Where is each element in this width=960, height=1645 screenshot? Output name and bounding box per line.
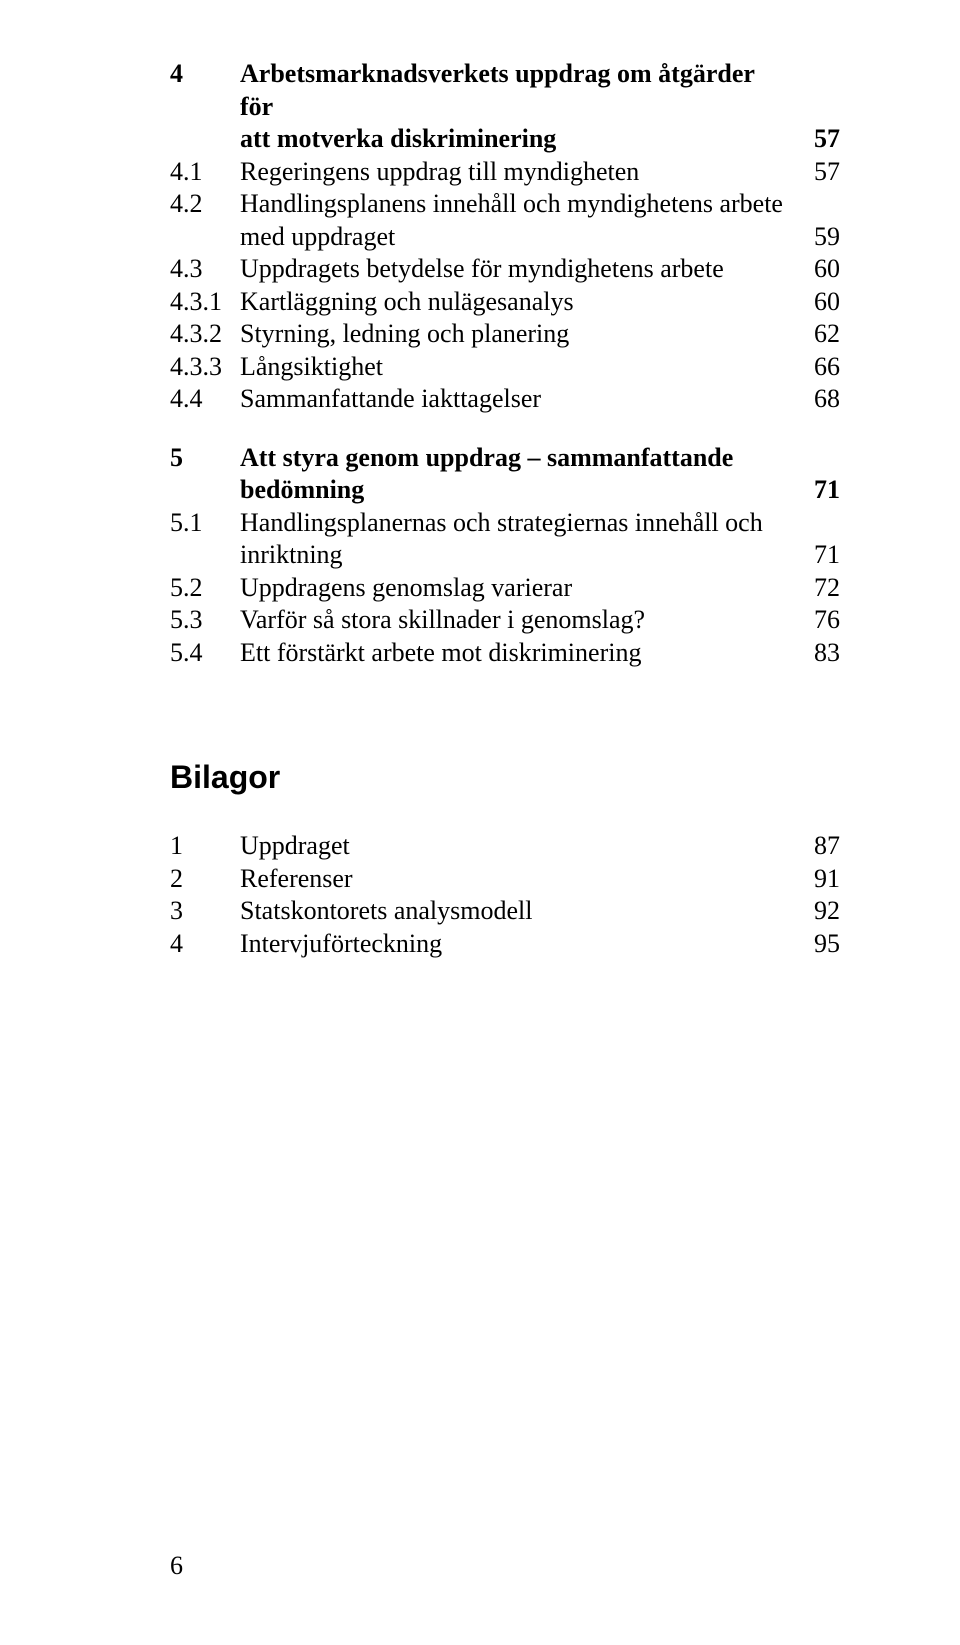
toc-entry-page: 62: [798, 318, 840, 351]
toc-entry-number: 2: [170, 863, 240, 896]
toc-entry-number: 4.3.1: [170, 286, 240, 319]
toc-section-page: 57: [798, 123, 840, 156]
toc-section-title-line2: att motverka diskriminering: [240, 123, 798, 156]
toc-entry: 4.4 Sammanfattande iakttagelser 68: [170, 383, 840, 416]
toc-entry-number: 4.4: [170, 383, 240, 416]
toc-section-5-heading: 5 Att styra genom uppdrag – sammanfattan…: [170, 442, 840, 475]
toc-entry-text-line1: Handlingsplanernas och strategiernas inn…: [240, 507, 798, 540]
toc-section-number: 5: [170, 442, 240, 475]
toc-entry-number: 5.1: [170, 507, 240, 540]
toc-entry-number: 4.3.2: [170, 318, 240, 351]
toc-entry-line2: med uppdraget 59: [170, 221, 840, 254]
toc-entry: 4.3.2 Styrning, ledning och planering 62: [170, 318, 840, 351]
toc-entry-number: 5.3: [170, 604, 240, 637]
toc-entry-text: Uppdragets betydelse för myndighetens ar…: [240, 253, 798, 286]
toc-entry-page: 92: [798, 895, 840, 928]
toc-entry-number: 4.3: [170, 253, 240, 286]
toc-entry-text: Kartläggning och nulägesanalys: [240, 286, 798, 319]
toc-entry-text: Uppdraget: [240, 830, 798, 863]
toc-entry-text: Referenser: [240, 863, 798, 896]
toc-entry: 4.3 Uppdragets betydelse för myndigheten…: [170, 253, 840, 286]
toc-entry-text: Långsiktighet: [240, 351, 798, 384]
toc-entry-text: Varför så stora skillnader i genomslag?: [240, 604, 798, 637]
toc-entry-text-line2: inriktning: [240, 539, 798, 572]
toc-section-4-heading-line2: att motverka diskriminering 57: [170, 123, 840, 156]
bilagor-heading: Bilagor: [170, 759, 840, 796]
toc-entry: 5.1 Handlingsplanernas och strategiernas…: [170, 507, 840, 540]
toc-section-5-heading-line2: bedömning 71: [170, 474, 840, 507]
toc-entry: 5.4 Ett förstärkt arbete mot diskriminer…: [170, 637, 840, 670]
toc-section-4-heading: 4 Arbetsmarknadsverkets uppdrag om åtgär…: [170, 58, 840, 123]
toc-entry-page: 57: [798, 156, 840, 189]
toc-entry-number: 4: [170, 928, 240, 961]
toc-section-title-line1: Arbetsmarknadsverkets uppdrag om åtgärde…: [240, 58, 798, 123]
toc-entry: 2 Referenser 91: [170, 863, 840, 896]
toc-entry-page: 59: [798, 221, 840, 254]
toc-entry: 5.2 Uppdragens genomslag varierar 72: [170, 572, 840, 605]
toc-entry-number: 4.3.3: [170, 351, 240, 384]
toc-section-number: 4: [170, 58, 240, 91]
toc-entry-page: 87: [798, 830, 840, 863]
toc-entry-page: 91: [798, 863, 840, 896]
toc-entry-text: Styrning, ledning och planering: [240, 318, 798, 351]
toc-entry-page: 66: [798, 351, 840, 384]
toc-entry-number: 5.2: [170, 572, 240, 605]
toc-entry-text: Statskontorets analysmodell: [240, 895, 798, 928]
toc-entry: 4.1 Regeringens uppdrag till myndigheten…: [170, 156, 840, 189]
toc-entry-page: 95: [798, 928, 840, 961]
toc-entry: 4.3.1 Kartläggning och nulägesanalys 60: [170, 286, 840, 319]
toc-entry-number: 4.1: [170, 156, 240, 189]
toc-entry-page: 83: [798, 637, 840, 670]
toc-entry-number: 5.4: [170, 637, 240, 670]
toc-entry-text-line1: Handlingsplanens innehåll och myndighete…: [240, 188, 798, 221]
toc-entry-number: 3: [170, 895, 240, 928]
toc-entry-page: 68: [798, 383, 840, 416]
toc-entry: 1 Uppdraget 87: [170, 830, 840, 863]
toc-entry-page: 76: [798, 604, 840, 637]
toc-entry-text: Ett förstärkt arbete mot diskriminering: [240, 637, 798, 670]
toc-entry-line2: inriktning 71: [170, 539, 840, 572]
toc-entry: 5.3 Varför så stora skillnader i genomsl…: [170, 604, 840, 637]
toc-entry-page: 71: [798, 539, 840, 572]
toc-entry-page: 72: [798, 572, 840, 605]
toc-entry-text-line2: med uppdraget: [240, 221, 798, 254]
toc-entry-page: 60: [798, 286, 840, 319]
toc-entry-text: Intervjuförteckning: [240, 928, 798, 961]
toc-entry-number: 1: [170, 830, 240, 863]
toc-entry-page: 60: [798, 253, 840, 286]
toc-entry-number: 4.2: [170, 188, 240, 221]
toc-entry-text: Regeringens uppdrag till myndigheten: [240, 156, 798, 189]
toc-entry: 3 Statskontorets analysmodell 92: [170, 895, 840, 928]
toc-section-title-line1: Att styra genom uppdrag – sammanfattande: [240, 442, 798, 475]
toc-entry: 4.2 Handlingsplanens innehåll och myndig…: [170, 188, 840, 221]
toc-entry-text: Uppdragens genomslag varierar: [240, 572, 798, 605]
toc-entry-text: Sammanfattande iakttagelser: [240, 383, 798, 416]
toc-section-title-line2: bedömning: [240, 474, 798, 507]
toc-entry: 4 Intervjuförteckning 95: [170, 928, 840, 961]
toc-entry: 4.3.3 Långsiktighet 66: [170, 351, 840, 384]
toc-section-page: 71: [798, 474, 840, 507]
page-number: 6: [170, 1551, 183, 1581]
